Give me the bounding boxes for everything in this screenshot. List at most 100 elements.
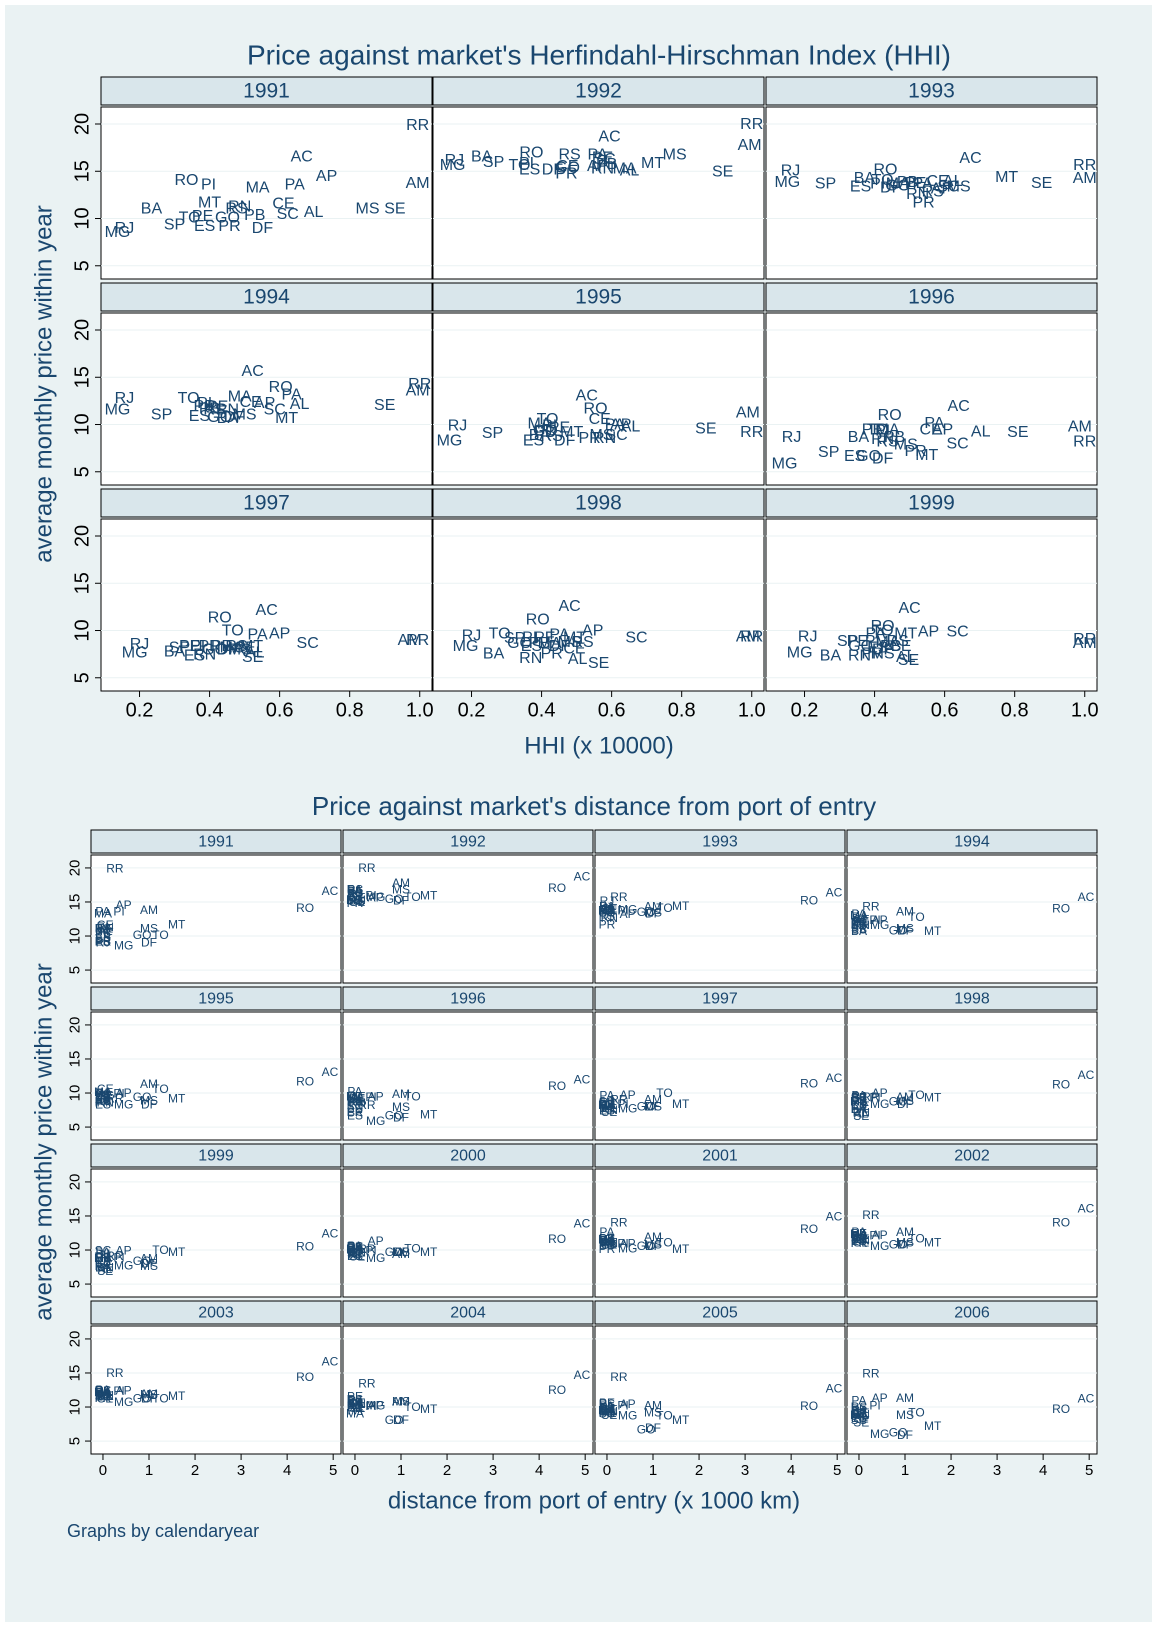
- point-label: DF: [645, 1421, 661, 1435]
- point-label: AP: [872, 1086, 888, 1100]
- point-label: RJ: [96, 1386, 111, 1400]
- y-tick-label: 10: [66, 928, 83, 945]
- point-label: PI: [869, 1399, 880, 1413]
- point-label: RO: [548, 1079, 566, 1093]
- panel-header: [342, 986, 594, 1011]
- point-label: RO: [296, 1074, 314, 1088]
- point-label: SC: [851, 1413, 868, 1427]
- point-label: MA: [850, 908, 868, 922]
- point-label: SE: [853, 1109, 869, 1123]
- point-label: PE: [851, 1402, 867, 1416]
- point-label: PB: [880, 638, 901, 655]
- point-label: SP: [95, 1250, 111, 1264]
- point-label: RN: [906, 186, 929, 203]
- point-label: MS: [644, 1099, 662, 1113]
- y-tick-label: 15: [66, 1208, 83, 1225]
- point-label: AM: [392, 1247, 410, 1261]
- x-axis-label: HHI (x 10000): [524, 732, 673, 759]
- point-label: MA: [850, 1095, 868, 1109]
- y-axis-label: average monthly price within year: [30, 963, 57, 1321]
- point-label: AP: [872, 1391, 888, 1405]
- point-label: MG: [618, 1409, 637, 1423]
- point-label: AL: [602, 1406, 617, 1420]
- point-label: PA: [347, 883, 362, 897]
- point-label: AP: [368, 1234, 384, 1248]
- plot-area: [765, 518, 1098, 692]
- point-label: AM: [644, 900, 662, 914]
- point-label: TO: [178, 390, 200, 407]
- plot-area: [432, 312, 765, 486]
- point-label: AL: [621, 419, 641, 436]
- point-label: RS: [599, 1397, 616, 1411]
- point-label: PA: [347, 1239, 362, 1253]
- point-label: RS: [225, 200, 247, 217]
- point-label: AC: [826, 1210, 843, 1224]
- point-label: RN: [853, 1233, 870, 1247]
- point-label: RR: [406, 632, 429, 649]
- point-label: MT: [560, 424, 583, 441]
- point-label: MS: [947, 179, 971, 196]
- point-label: SC: [95, 925, 112, 939]
- point-label: DF: [897, 1428, 913, 1442]
- point-label: SE: [242, 649, 263, 666]
- y-tick-label: 20: [66, 1017, 83, 1034]
- x-tick-label: 0.4: [528, 699, 556, 721]
- panel-header: [846, 1300, 1098, 1325]
- point-label: MA: [598, 1233, 616, 1247]
- x-tick-label: 3: [489, 1462, 497, 1479]
- point-label: RJ: [600, 894, 615, 908]
- panel-header: [342, 1143, 594, 1168]
- point-label: AP: [587, 158, 608, 175]
- point-label: AC: [959, 150, 981, 167]
- point-label: AC: [826, 1071, 843, 1085]
- point-label: AL: [350, 1401, 365, 1415]
- panel-header: [432, 282, 765, 312]
- point-label: MG: [114, 1259, 133, 1273]
- point-label: RR: [358, 861, 376, 875]
- point-label: ES: [95, 1097, 111, 1111]
- point-label: AL: [245, 644, 265, 661]
- point-label: AP: [582, 623, 603, 640]
- point-label: RN: [601, 1236, 618, 1250]
- y-tick-label: 10: [71, 619, 93, 641]
- point-label: SC: [347, 1244, 364, 1258]
- point-label: DF: [897, 1097, 913, 1111]
- point-label: MS: [896, 1235, 914, 1249]
- point-label: TO: [908, 1405, 924, 1419]
- point-label: MS: [392, 1394, 410, 1408]
- point-label: MT: [198, 195, 221, 212]
- point-label: AP: [620, 1237, 636, 1251]
- point-label: PB: [851, 917, 867, 931]
- point-label: SP: [837, 633, 858, 650]
- panel-title: 1995: [198, 991, 234, 1008]
- point-label: AP: [872, 1228, 888, 1242]
- point-label: RO: [269, 379, 293, 396]
- panel-title: 2005: [702, 1305, 738, 1322]
- point-label: RN: [601, 911, 618, 925]
- plot-area: [342, 1325, 594, 1455]
- point-label: PE: [851, 1227, 867, 1241]
- point-label: SC: [297, 635, 319, 652]
- x-tick-label: 2: [695, 1462, 703, 1479]
- point-label: BA: [471, 148, 493, 165]
- point-label: CE: [97, 1082, 114, 1096]
- plot-area: [90, 854, 342, 984]
- point-label: PE: [95, 927, 111, 941]
- point-label: TO: [656, 1086, 672, 1100]
- point-label: BA: [851, 924, 867, 938]
- point-label: CE: [349, 891, 366, 905]
- point-label: PI: [365, 889, 376, 903]
- point-label: PI: [113, 1250, 124, 1264]
- point-label: SP: [95, 1092, 111, 1106]
- point-label: AM: [736, 628, 760, 645]
- point-label: BA: [599, 1234, 615, 1248]
- point-label: CE: [601, 1403, 618, 1417]
- point-label: GO: [133, 1392, 152, 1406]
- point-label: ES: [850, 179, 871, 196]
- point-label: RO: [1052, 1402, 1070, 1416]
- point-label: GO: [637, 1099, 656, 1113]
- point-label: RJ: [852, 1403, 867, 1417]
- point-label: PA: [588, 146, 608, 163]
- point-label: PA: [599, 1089, 614, 1103]
- point-label: RN: [601, 1405, 618, 1419]
